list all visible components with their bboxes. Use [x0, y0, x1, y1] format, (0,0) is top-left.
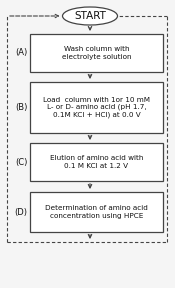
- Text: (D): (D): [15, 207, 27, 217]
- FancyBboxPatch shape: [30, 34, 163, 72]
- Text: (B): (B): [15, 103, 27, 112]
- Text: Load  column with 1or 10 mM
L- or D- amino acid (pH 1.7,
0.1M KCl + HCl) at 0.0 : Load column with 1or 10 mM L- or D- amin…: [43, 96, 150, 118]
- Text: START: START: [74, 11, 106, 21]
- Text: Wash column with
electrolyte solution: Wash column with electrolyte solution: [62, 46, 131, 60]
- FancyBboxPatch shape: [30, 143, 163, 181]
- FancyBboxPatch shape: [30, 192, 163, 232]
- Text: (A): (A): [15, 48, 27, 58]
- FancyBboxPatch shape: [30, 82, 163, 133]
- Ellipse shape: [62, 7, 117, 25]
- Text: (C): (C): [15, 158, 27, 166]
- Text: Elution of amino acid with
0.1 M KCl at 1.2 V: Elution of amino acid with 0.1 M KCl at …: [50, 155, 143, 169]
- Text: Determination of amino acid
concentration using HPCE: Determination of amino acid concentratio…: [45, 205, 148, 219]
